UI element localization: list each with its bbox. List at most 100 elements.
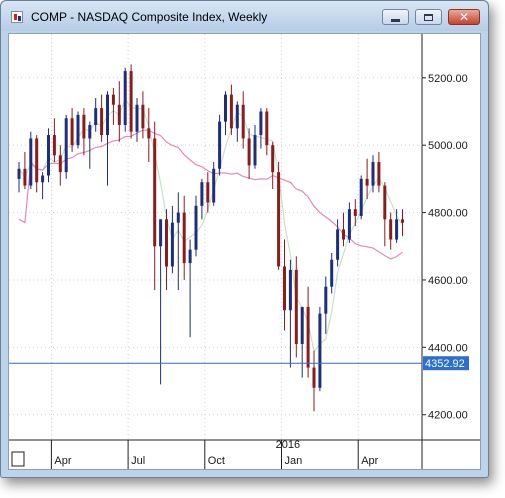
candle-body [271, 145, 275, 173]
price-tick-label: 4200.00 [428, 410, 468, 422]
chart-app-icon[interactable] [11, 11, 23, 23]
candle-body [129, 71, 133, 132]
candle [347, 202, 351, 243]
candle [47, 128, 50, 183]
title-bar[interactable]: COMP - NASDAQ Composite Index, Weekly ✕ [1, 1, 488, 31]
candle-body [82, 114, 86, 139]
candle-body [100, 108, 104, 136]
price-tick-label: 5200.00 [428, 73, 468, 85]
candle [229, 84, 233, 136]
candle-body [182, 212, 186, 264]
price-level-line: 4352.92 [9, 356, 469, 371]
slow-moving-average-line [18, 129, 403, 260]
time-tick-label: Jul [131, 455, 145, 467]
candle [76, 111, 80, 149]
candle [82, 108, 86, 156]
candle [283, 239, 286, 331]
candle-body [401, 219, 404, 223]
candle [306, 286, 310, 378]
price-level-label-box [423, 356, 469, 371]
candle-body [106, 94, 109, 136]
price-axis[interactable]: 5200.00 5000.00 4800.00 4600.00 4400.00 4200.… [422, 73, 468, 422]
candle [224, 91, 227, 136]
candle [324, 276, 328, 334]
candle-body [200, 182, 204, 206]
price-level-label: 4352.92 [425, 358, 465, 370]
time-tick-label: Jan [285, 455, 303, 467]
time-axis[interactable]: Apr Jul Oct Jan Apr 2016 [11, 439, 379, 469]
candle-body [176, 212, 180, 223]
candle-body [294, 269, 298, 344]
candle-body [259, 111, 263, 136]
candle [271, 141, 275, 189]
candle-body [153, 138, 157, 247]
candle-body [23, 168, 27, 186]
price-tick-label: 4800.00 [428, 208, 468, 220]
chart-area[interactable]: 4352.92 5200.00 5000.00 4800.00 4600.00 4400… [8, 33, 481, 470]
candle-body [218, 121, 222, 169]
candle [277, 162, 281, 270]
candle-body [359, 178, 363, 216]
candle [100, 94, 104, 142]
candle-body [336, 229, 340, 260]
candle [253, 124, 257, 169]
candle-body [141, 104, 145, 129]
candle [377, 151, 381, 193]
candle-body [300, 306, 304, 344]
candle [241, 91, 245, 149]
price-tick-label: 4400.00 [428, 342, 468, 354]
close-button[interactable]: ✕ [448, 9, 480, 25]
candle-body [88, 124, 92, 139]
chart-window: COMP - NASDAQ Composite Index, Weekly ✕ … [0, 0, 489, 478]
candle-body [353, 209, 357, 216]
candle-body [312, 367, 316, 388]
candle [41, 172, 45, 200]
candle [312, 350, 316, 412]
candle [176, 192, 180, 291]
candle [147, 108, 151, 163]
candle [159, 219, 163, 385]
candle-body [94, 108, 98, 125]
window-title: COMP - NASDAQ Composite Index, Weekly [31, 10, 268, 24]
candle [259, 108, 263, 149]
candle-body [17, 168, 21, 179]
candle-body [170, 222, 174, 267]
candle [153, 121, 157, 291]
candle [265, 108, 269, 156]
minimize-icon [391, 18, 400, 22]
candle [23, 151, 27, 189]
candle-body [229, 94, 233, 129]
candle [35, 135, 39, 193]
candle [218, 114, 222, 176]
candle [212, 162, 216, 206]
close-icon: ✕ [458, 10, 470, 24]
candle-body [389, 219, 393, 240]
candle-body [283, 266, 286, 311]
candle [389, 212, 393, 250]
candle [182, 195, 186, 280]
candlestick-chart[interactable]: 4352.92 5200.00 5000.00 4800.00 4600.00 4400… [9, 34, 480, 469]
year-label: 2016 [276, 439, 300, 451]
minimize-button[interactable] [382, 9, 409, 25]
candle-body [194, 205, 198, 250]
maximize-button[interactable] [415, 9, 442, 25]
candle [365, 158, 369, 200]
candle-body [212, 168, 216, 203]
candle [330, 253, 334, 294]
candle-body [47, 135, 50, 176]
candle-body [347, 209, 351, 240]
candle-body [277, 172, 281, 267]
candle-body [165, 219, 168, 267]
candle [288, 259, 292, 368]
candle-body [265, 111, 269, 146]
candle-body [52, 135, 56, 156]
candle-body [64, 118, 68, 173]
time-tick-label: Apr [361, 455, 378, 467]
candle [342, 212, 345, 247]
candle [129, 64, 133, 139]
candle-body [123, 71, 127, 125]
candle-body [135, 104, 139, 132]
grid-lines [9, 34, 480, 469]
candle-body [76, 114, 80, 146]
candle [117, 81, 121, 142]
